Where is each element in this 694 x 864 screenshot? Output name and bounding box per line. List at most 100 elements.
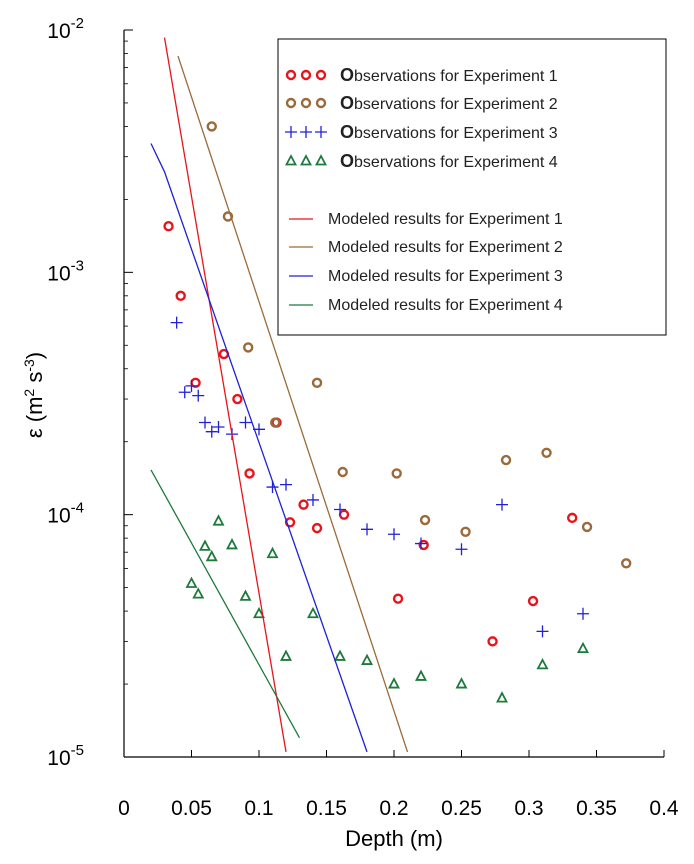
data-point <box>242 342 254 353</box>
legend-label-initial: O <box>340 122 354 142</box>
y-tick-label: 10-5 <box>47 742 84 770</box>
x-tick-label: 0.2 <box>379 797 408 820</box>
data-point <box>527 595 539 607</box>
legend-label-initial: O <box>340 93 354 113</box>
data-point <box>388 528 400 541</box>
data-point <box>307 606 319 619</box>
data-point <box>266 546 279 559</box>
data-point <box>311 522 323 534</box>
data-point <box>185 379 198 392</box>
x-tick-label: 0.4 <box>649 797 679 820</box>
y-axis-label-end: ) <box>22 352 47 359</box>
y-axis-label-sup-1: 2 <box>21 389 37 397</box>
series-4 <box>185 514 589 703</box>
y-tick-base: 10 <box>47 20 70 43</box>
data-point <box>232 393 243 405</box>
x-tick-label: 0 <box>118 797 130 820</box>
data-point <box>418 539 429 551</box>
data-point <box>199 539 211 551</box>
x-tick-label: 0.25 <box>441 797 482 820</box>
data-point <box>487 636 498 647</box>
data-point <box>334 649 346 661</box>
y-tick-exponent: -4 <box>71 500 84 517</box>
y-tick-label: 10-4 <box>47 500 84 528</box>
legend-marker <box>300 126 312 138</box>
data-point <box>185 576 198 588</box>
data-point <box>581 521 593 533</box>
legend-marker <box>315 126 327 138</box>
legend-label-initial: O <box>340 151 354 171</box>
y-axis-label-mid: s <box>22 372 47 389</box>
data-point <box>226 538 238 550</box>
data-point <box>307 493 319 506</box>
legend-marker <box>315 154 327 166</box>
legend-label: Modeled results for Experiment 4 <box>328 297 563 314</box>
series-6 <box>177 55 409 753</box>
legend-label: Observations for Experiment 2 <box>340 93 558 113</box>
series-7 <box>150 143 368 753</box>
data-point <box>496 691 508 703</box>
data-point <box>205 549 218 562</box>
legend-label: Observations for Experiment 1 <box>340 65 558 85</box>
data-point <box>621 558 632 569</box>
y-tick-exponent: -2 <box>71 15 84 32</box>
data-point <box>270 417 281 428</box>
data-point <box>253 606 265 619</box>
x-axis-ticks: 0 0.05 0.1 0.15 0.2 0.25 0.3 0.35 0.4 <box>118 750 679 820</box>
data-point <box>280 478 292 491</box>
legend-label: Modeled results for Experiment 2 <box>328 239 563 256</box>
data-point <box>298 499 309 510</box>
legend-marker <box>315 69 327 81</box>
legend: Observations for Experiment 1 Observation… <box>277 38 667 336</box>
data-point <box>577 607 589 620</box>
legend-marker <box>300 97 312 109</box>
data-point <box>239 416 252 429</box>
data-point <box>212 421 225 434</box>
x-tick-label: 0.3 <box>514 797 543 820</box>
legend-entries: Observations for Experiment 1 Observation… <box>285 65 563 314</box>
model-line <box>163 37 287 753</box>
data-point <box>175 290 186 302</box>
legend-label: Observations for Experiment 4 <box>340 151 558 171</box>
legend-marker <box>285 154 297 166</box>
data-point <box>199 416 211 429</box>
legend-label: Modeled results for Experiment 1 <box>328 211 563 228</box>
data-point <box>536 657 549 670</box>
data-point <box>163 221 174 232</box>
data-point <box>178 386 191 399</box>
legend-marker <box>315 97 327 109</box>
y-tick-base: 10 <box>47 505 70 528</box>
data-point <box>388 677 400 689</box>
x-tick-label: 0.15 <box>306 797 347 820</box>
data-point <box>192 389 205 402</box>
legend-label: Observations for Experiment 3 <box>340 122 558 142</box>
legend-marker <box>300 69 312 81</box>
data-point <box>212 514 225 526</box>
y-axis-ticks: 10-510-410-310-2 <box>47 15 133 770</box>
model-line <box>150 143 368 753</box>
data-point <box>496 498 508 511</box>
series-3 <box>170 316 589 638</box>
x-tick-label: 0.35 <box>576 797 617 820</box>
legend-marker <box>300 154 312 166</box>
legend-label-rest: bservations for Experiment 2 <box>354 96 558 113</box>
plot-series <box>150 37 632 753</box>
data-point <box>536 625 549 638</box>
legend-box <box>277 38 667 336</box>
data-point <box>392 593 404 604</box>
data-point <box>500 454 512 466</box>
data-point <box>206 121 217 132</box>
data-point <box>205 425 218 438</box>
data-point <box>577 641 589 654</box>
series-2 <box>206 121 632 569</box>
legend-label-rest: bservations for Experiment 3 <box>354 125 558 142</box>
y-tick-base: 10 <box>47 262 70 285</box>
data-point <box>311 377 323 389</box>
data-point <box>280 649 292 661</box>
y-tick-label: 10-3 <box>47 257 84 285</box>
data-point <box>192 587 205 599</box>
data-point <box>541 447 552 459</box>
y-tick-label: 10-2 <box>47 15 84 43</box>
y-tick-base: 10 <box>47 747 70 770</box>
